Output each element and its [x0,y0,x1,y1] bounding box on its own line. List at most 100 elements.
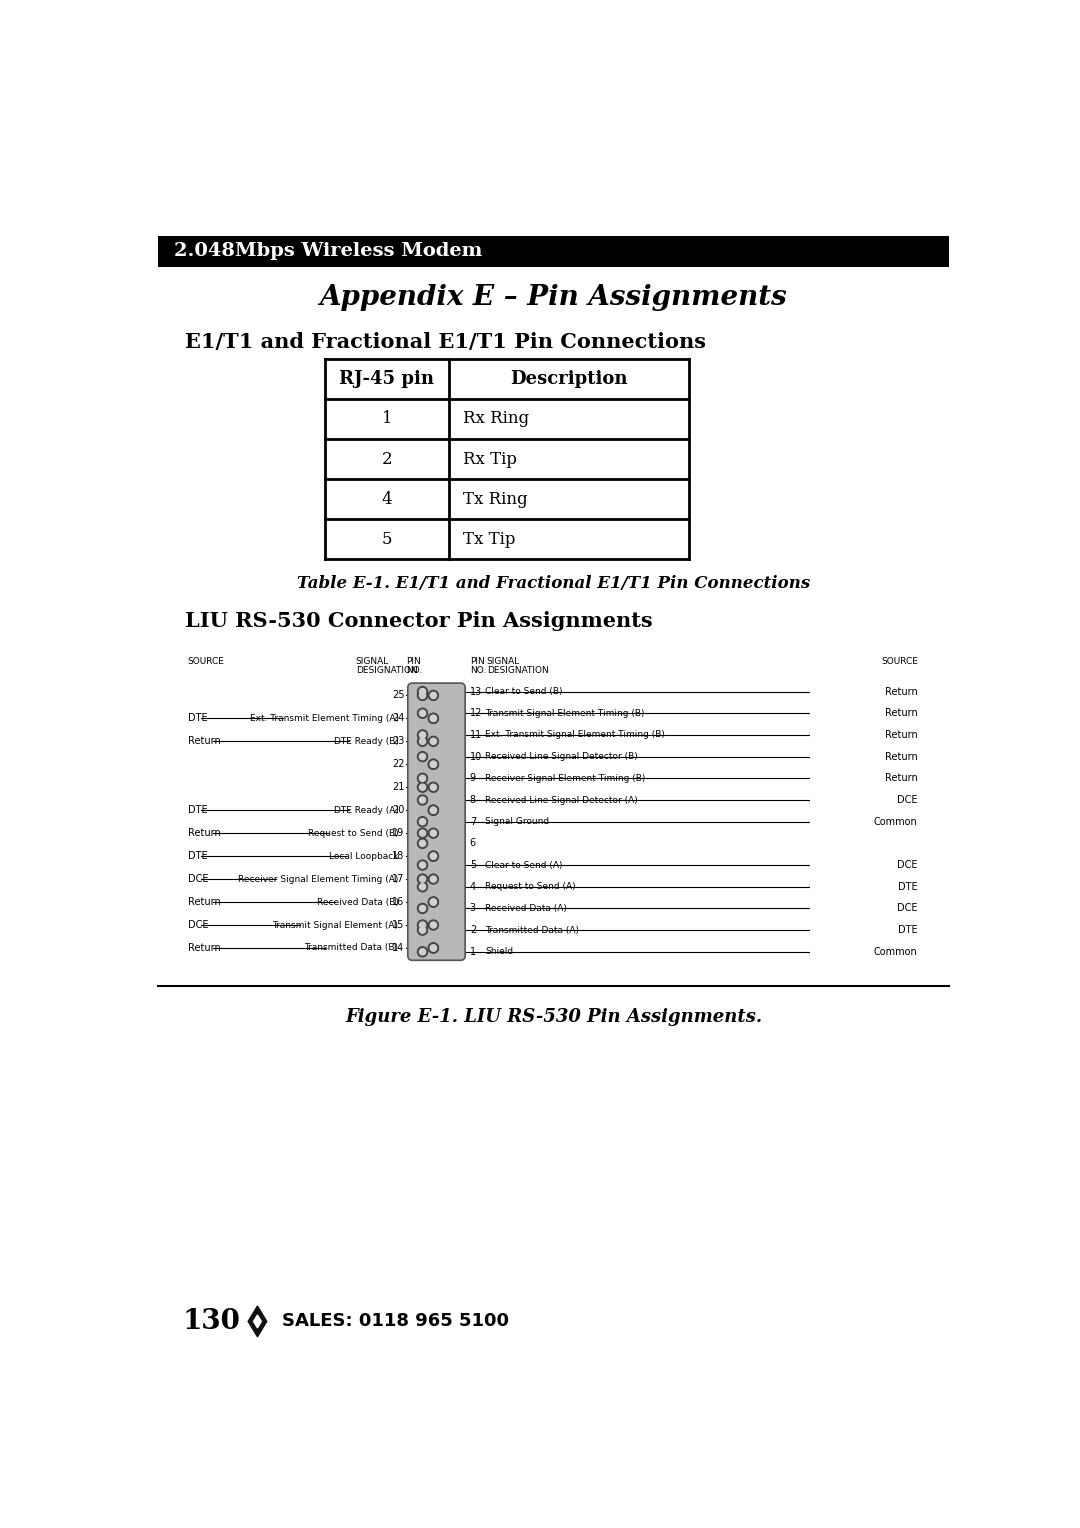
Text: 19: 19 [392,828,405,839]
Circle shape [430,692,436,698]
Text: Transmit Signal Element (A): Transmit Signal Element (A) [272,920,399,929]
Text: DTE: DTE [188,851,207,862]
Circle shape [429,714,438,723]
Circle shape [418,736,428,746]
Text: 130: 130 [183,1308,241,1335]
Text: 17: 17 [392,874,405,885]
Text: SOURCE: SOURCE [881,657,918,666]
Text: DTE: DTE [188,714,207,723]
Text: NO.: NO. [406,666,422,675]
Text: Rx Tip: Rx Tip [463,451,517,468]
Text: SIGNAL: SIGNAL [356,657,389,666]
Text: Return: Return [188,897,220,908]
Circle shape [418,947,428,957]
Circle shape [430,944,436,950]
Circle shape [429,897,438,908]
Circle shape [429,897,438,908]
Text: 6: 6 [470,839,476,848]
Text: 23: 23 [392,736,405,746]
Text: 12: 12 [470,709,482,718]
Circle shape [430,807,436,813]
Circle shape [430,898,436,905]
Circle shape [419,876,426,882]
Text: Return: Return [885,709,918,718]
Polygon shape [248,1306,267,1337]
Circle shape [418,686,428,697]
Text: 20: 20 [392,805,405,816]
Circle shape [418,773,428,784]
Circle shape [430,784,436,790]
Circle shape [429,828,438,839]
Text: Signal Ground: Signal Ground [485,817,550,827]
Text: Transmitted Data (B): Transmitted Data (B) [305,943,399,952]
Circle shape [419,840,426,847]
Circle shape [419,862,426,868]
Circle shape [419,906,426,912]
Text: DTE: DTE [188,805,207,816]
Text: 14: 14 [392,943,405,953]
Circle shape [430,715,436,721]
Text: Ext. Transmit Element Timing (A): Ext. Transmit Element Timing (A) [249,714,399,723]
Circle shape [429,943,438,953]
Circle shape [418,782,428,792]
Circle shape [418,924,428,935]
Text: DTE: DTE [899,882,918,892]
Text: SOURCE: SOURCE [188,657,225,666]
Circle shape [419,921,426,927]
Text: RJ-45 pin: RJ-45 pin [339,370,434,388]
Circle shape [418,839,428,848]
Text: DCE: DCE [897,903,918,914]
Text: Receiver Signal Element Timing (A): Receiver Signal Element Timing (A) [238,874,399,883]
Circle shape [429,943,438,953]
Text: 25: 25 [392,691,405,700]
Text: DCE: DCE [188,920,208,931]
FancyBboxPatch shape [408,683,465,960]
Text: Return: Return [885,730,918,740]
Text: Return: Return [188,828,220,839]
Text: Ext. Transmit Signal Element Timing (B): Ext. Transmit Signal Element Timing (B) [485,730,665,740]
Circle shape [430,898,436,905]
Text: 4: 4 [470,882,476,892]
Circle shape [430,853,436,859]
Text: Figure E-1. LIU RS-530 Pin Assignments.: Figure E-1. LIU RS-530 Pin Assignments. [345,1008,762,1027]
Text: Shield: Shield [485,947,513,957]
Text: Rx Ring: Rx Ring [463,411,529,428]
Text: Return: Return [885,752,918,761]
Circle shape [429,714,438,723]
Text: Request to Send (A): Request to Send (A) [485,882,576,891]
Text: LIU RS-530 Connector Pin Assignments: LIU RS-530 Connector Pin Assignments [186,611,653,631]
Text: DTE Ready (B): DTE Ready (B) [334,736,399,746]
Circle shape [419,689,426,695]
Circle shape [429,851,438,862]
Text: Table E-1. E1/T1 and Fractional E1/T1 Pin Connections: Table E-1. E1/T1 and Fractional E1/T1 Pi… [297,575,810,593]
Circle shape [430,761,436,767]
Text: SIGNAL: SIGNAL [487,657,521,666]
Text: 1: 1 [381,411,392,428]
Text: 8: 8 [470,795,476,805]
Text: 1: 1 [470,947,476,957]
Text: 18: 18 [392,851,405,862]
Text: Common: Common [874,947,918,957]
Circle shape [419,775,426,781]
Circle shape [429,782,438,792]
Text: Tx Tip: Tx Tip [463,530,515,547]
Polygon shape [254,1316,261,1328]
Circle shape [418,920,428,931]
Circle shape [429,805,438,816]
Text: Local Loopback: Local Loopback [329,851,399,860]
Text: 16: 16 [392,897,405,908]
Text: Received Line Signal Detector (B): Received Line Signal Detector (B) [485,752,638,761]
Circle shape [419,692,426,698]
Text: Transmit Signal Element Timing (B): Transmit Signal Element Timing (B) [485,709,645,718]
Text: Description: Description [510,370,627,388]
Text: Return: Return [885,686,918,697]
Text: Tx Ring: Tx Ring [463,490,527,507]
Circle shape [419,883,426,889]
Text: PIN: PIN [470,657,485,666]
Text: Return: Return [188,736,220,746]
Circle shape [418,816,428,827]
Text: DESIGNATION: DESIGNATION [487,666,549,675]
Circle shape [419,830,426,836]
Text: DTE: DTE [899,924,918,935]
Circle shape [429,874,438,885]
